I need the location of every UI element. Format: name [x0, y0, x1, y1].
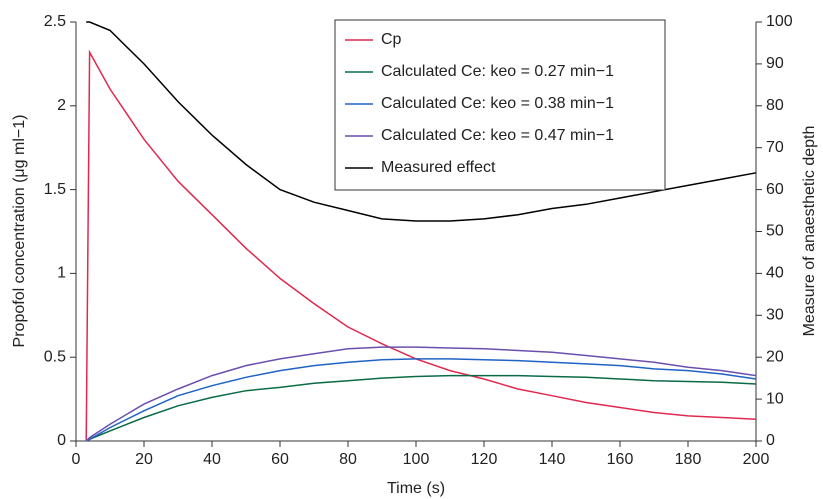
- x-tick-label: 40: [203, 451, 221, 468]
- y-axis-label: Propofol concentration (μg ml−1): [11, 115, 28, 348]
- y2-tick-label: 100: [766, 13, 793, 30]
- legend-label: Calculated Ce: keo = 0.38 min−1: [381, 95, 614, 112]
- x-tick-label: 200: [743, 451, 770, 468]
- y2-tick-label: 40: [766, 265, 784, 282]
- series-line: [85, 346, 757, 442]
- y2-tick-label: 20: [766, 348, 784, 365]
- series-line: [85, 49, 757, 442]
- series-line: [85, 358, 757, 442]
- y-tick-label: 2.5: [44, 13, 66, 30]
- x-tick-label: 0: [72, 451, 81, 468]
- legend-label: Calculated Ce: keo = 0.27 min−1: [381, 63, 614, 80]
- x-tick-label: 100: [403, 451, 430, 468]
- y2-tick-label: 10: [766, 390, 784, 407]
- y-tick-label: 0.5: [44, 348, 66, 365]
- y2-tick-label: 70: [766, 139, 784, 156]
- y2-tick-label: 60: [766, 181, 784, 198]
- x-tick-label: 160: [607, 451, 634, 468]
- x-axis-label: Time (s): [387, 480, 445, 497]
- legend-box: [334, 19, 666, 191]
- series-line: [86, 21, 757, 222]
- legend-label: Calculated Ce: keo = 0.47 min−1: [381, 127, 614, 144]
- x-tick-label: 140: [539, 451, 566, 468]
- series-line: [85, 374, 757, 442]
- y-tick-label: 1.5: [44, 181, 66, 198]
- y-tick-label: 0: [57, 432, 66, 449]
- legend-label: Cp: [381, 31, 402, 48]
- y-tick-label: 2: [57, 97, 66, 114]
- x-tick-label: 60: [271, 451, 289, 468]
- y2-axis-label: Measure of anaesthetic depth: [801, 126, 818, 337]
- y2-tick-label: 90: [766, 55, 784, 72]
- y2-tick-label: 80: [766, 97, 784, 114]
- x-tick-label: 80: [339, 451, 357, 468]
- legend-label: Measured effect: [381, 159, 496, 176]
- y2-tick-label: 0: [766, 432, 775, 449]
- x-tick-label: 120: [471, 451, 498, 468]
- x-tick-label: 180: [675, 451, 702, 468]
- y-tick-label: 1: [57, 265, 66, 282]
- x-tick-label: 20: [135, 451, 153, 468]
- y2-tick-label: 50: [766, 223, 784, 240]
- y2-tick-label: 30: [766, 307, 784, 324]
